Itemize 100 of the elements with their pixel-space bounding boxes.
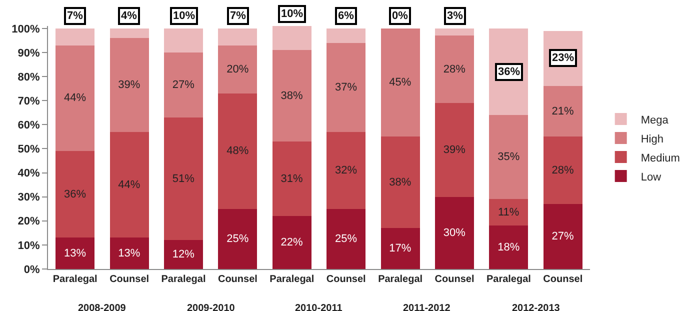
data-label: 36% [498,66,520,78]
data-label: 17% [389,242,412,255]
data-label: 25% [226,232,249,245]
data-label: 35% [498,151,520,164]
data-label: 28% [552,164,574,176]
bar [56,28,95,46]
x-tick-label: Counsel [218,274,258,285]
x-tick-label: Paralegal [486,274,532,285]
legend-label: Medium [640,152,680,164]
y-tick-label: 10% [18,240,40,252]
data-label: 25% [334,232,358,245]
bar [326,42,366,132]
data-label: 36% [64,188,86,200]
data-label: 31% [280,172,304,185]
data-label: 20% [226,63,249,76]
data-label: 27% [172,78,195,91]
bar [434,36,474,103]
data-label: 23% [552,52,574,64]
data-label: 6% [338,10,354,22]
text: 2009-2010 [187,303,236,311]
bar [56,45,95,152]
data-label: 39% [443,144,466,156]
data-label: 38% [389,176,412,188]
bar [110,28,149,38]
data-label: 10% [173,10,196,22]
data-label: 44% [64,92,86,104]
data-label: 32% [334,164,358,176]
bar [110,38,149,132]
bar [164,28,204,52]
y-tick-label: 40% [18,168,40,180]
bar [272,50,312,142]
bar [326,208,366,269]
data-label: 39% [118,78,140,91]
bar [164,117,204,240]
legend-label: High [640,133,664,146]
y-tick-label: 80% [18,71,40,84]
data-label: 3% [447,10,464,22]
data-label: 13% [118,247,140,260]
bar [110,238,149,269]
bar [434,196,474,269]
data-label: 28% [443,63,466,76]
data-label: 30% [443,226,466,239]
x-tick-label: Paralegal [378,274,423,285]
data-label: 10% [281,8,304,20]
bar [489,226,528,269]
data-label: 11% [498,206,520,218]
y-tick-label: 20% [18,216,40,228]
bar [56,151,95,238]
x-tick-label: Counsel [110,274,150,285]
data-label: 44% [118,178,140,191]
bar [489,199,528,226]
text: 2012-2013 [512,303,560,311]
legend-label: Low [640,171,662,184]
bar [218,93,258,209]
data-label: 51% [172,172,195,185]
y-tick-label: 30% [18,192,40,204]
y-tick-label: 50% [18,144,40,156]
bar [543,136,582,204]
y-tick-label: 100% [12,23,40,36]
y-tick-label: 60% [18,119,40,132]
y-tick-label: 0% [24,264,40,276]
data-label: 0% [392,10,408,22]
data-label: 21% [552,105,574,118]
data-label: 48% [226,145,249,158]
x-tick-label: Counsel [434,274,474,285]
data-label: 45% [389,76,412,89]
bar [543,204,582,269]
data-label: 18% [498,241,520,254]
data-label: 7% [230,10,246,22]
y-tick-label: 90% [18,47,40,60]
data-label: 7% [67,10,84,22]
bar [272,141,312,216]
bar [110,132,149,238]
legend-label: Mega [640,114,670,126]
text: 2011-2012 [403,303,451,311]
bar [218,28,258,46]
text: 2010-2011 [295,303,343,311]
bar [218,45,258,94]
bar [164,52,204,118]
bar [489,115,528,200]
text: 2008-2009 [78,303,126,311]
data-label: 13% [64,247,86,260]
bar [326,28,366,43]
x-tick-label: Paralegal [270,274,314,285]
bar [380,136,420,228]
bar [164,240,204,269]
x-tick-label: Counsel [543,274,583,285]
bar [218,208,258,269]
bar [434,28,474,36]
bar [380,28,420,137]
data-label: 12% [172,248,195,261]
bar [272,26,312,50]
bar [56,238,95,269]
bar [272,216,312,269]
data-label: 27% [552,230,574,243]
bar [434,102,474,197]
data-label: 22% [280,236,304,249]
bar [543,86,582,137]
data-label: 37% [334,81,358,94]
x-tick-label: Counsel [326,274,366,285]
